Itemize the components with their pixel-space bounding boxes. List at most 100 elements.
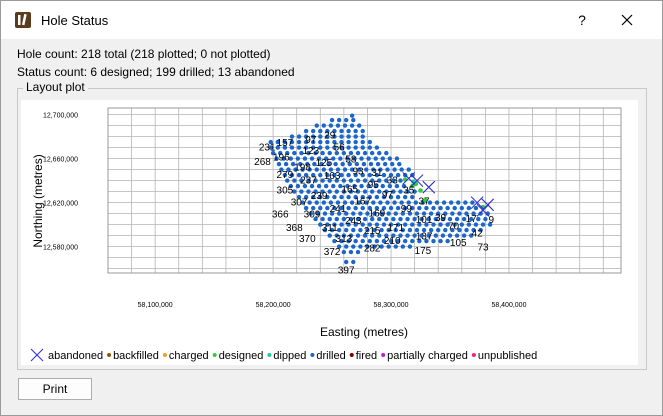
drilled-hole-point: [318, 145, 323, 150]
drilled-hole-point: [459, 205, 464, 211]
help-button[interactable]: ?: [564, 5, 600, 35]
drilled-hole-point: [362, 189, 368, 194]
drilled-hole-point: [351, 244, 356, 249]
hole-label: 311: [322, 223, 338, 234]
legend-label: unpublished: [478, 350, 537, 362]
plot-frame: [107, 107, 622, 274]
drilled-hole-point: [372, 227, 377, 233]
legend-label: designed: [219, 350, 264, 362]
drilled-hole-point: [348, 233, 354, 238]
drilled-hole-point: [401, 183, 407, 189]
drilled-hole-point: [457, 211, 462, 216]
drilled-hole-point: [332, 205, 337, 211]
drilled-hole-point: [410, 205, 415, 211]
drilled-hole-point: [352, 183, 357, 189]
drilled-hole-point: [316, 156, 322, 161]
drilled-hole-point: [319, 161, 324, 167]
drilled-hole-point: [334, 150, 339, 156]
drilled-hole-point: [311, 145, 316, 150]
drilled-hole-point: [391, 216, 396, 222]
drilled-hole-point: [365, 211, 370, 216]
drilled-hole-point: [292, 189, 297, 194]
drilled-hole-point: [365, 244, 370, 249]
drilled-hole-point: [410, 238, 415, 244]
drilled-hole-point: [348, 150, 354, 156]
drilled-hole-point: [441, 200, 447, 205]
help-label: ?: [578, 12, 586, 28]
designed-hole-point: [409, 183, 415, 189]
drilled-hole-point: [393, 211, 398, 216]
drilled-hole-point: [306, 150, 311, 156]
hole-label: 29: [324, 130, 336, 141]
drilled-hole-point: [367, 172, 373, 178]
drilled-hole-point: [478, 227, 483, 233]
close-button[interactable]: [609, 5, 645, 35]
legend-label: partially charged: [387, 350, 468, 362]
drilled-hole-point: [397, 161, 402, 167]
drilled-hole-point: [419, 216, 424, 222]
drilled-hole-point: [320, 178, 325, 183]
drilled-hole-point: [384, 150, 389, 156]
drilled-hole-point: [387, 183, 393, 189]
drilled-hole-point: [448, 200, 454, 205]
drilled-hole-point: [320, 216, 325, 222]
drilled-hole-point: [374, 194, 380, 200]
drilled-hole-point: [377, 178, 382, 183]
drilled-hole-point: [367, 194, 373, 200]
drilled-hole-point: [332, 128, 337, 134]
drilled-hole-point: [327, 178, 332, 183]
drilled-hole-point: [463, 200, 468, 205]
drilled-hole-point: [296, 145, 302, 150]
drilled-hole-point: [393, 227, 398, 233]
drilled-hole-point: [443, 227, 448, 233]
drilled-hole-point: [308, 211, 314, 216]
drilled-hole-point: [406, 200, 411, 205]
hole-label: 101: [416, 215, 433, 226]
drilled-hole-point: [412, 216, 417, 222]
drilled-hole-point: [384, 233, 389, 238]
hole-label: 137: [416, 232, 433, 243]
drilled-hole-point: [302, 183, 308, 189]
legend-item: drilled: [310, 350, 346, 362]
drilled-hole-point: [282, 172, 288, 178]
drilled-hole-point: [275, 139, 281, 145]
drilled-hole-point: [392, 200, 397, 205]
layout-plot[interactable]: 58,100,000 58,200,000 58,300,000 58,400,000…: [1, 1, 662, 371]
drilled-hole-point: [353, 145, 358, 150]
drilled-hole-point: [268, 139, 273, 145]
drilled-hole-point: [303, 128, 309, 134]
drilled-hole-point: [399, 167, 404, 172]
drilled-hole-point: [336, 211, 342, 216]
drilled-hole-point: [445, 205, 450, 211]
drilled-hole-point: [471, 211, 476, 216]
drilled-hole-point: [341, 189, 347, 194]
drilled-hole-point: [379, 244, 384, 249]
drilled-hole-point: [355, 233, 361, 238]
drilled-hole-point: [381, 238, 387, 244]
drilled-hole-point: [450, 227, 455, 233]
drilled-hole-point: [410, 222, 415, 227]
drilled-hole-point: [394, 156, 400, 161]
drilled-hole-point: [469, 233, 474, 238]
drilled-hole-point: [374, 172, 380, 178]
drilled-hole-point: [400, 227, 406, 233]
drilled-hole-point: [344, 227, 349, 233]
drilled-hole-point: [309, 183, 315, 189]
drilled-hole-point: [431, 238, 436, 244]
hole-label: 196: [273, 152, 290, 163]
y-axis-label: Northing (metres): [31, 154, 45, 247]
drilled-hole-point: [295, 183, 301, 189]
drilled-hole-point: [333, 161, 338, 167]
hole-label: 171: [387, 223, 404, 234]
hole-label: 282: [364, 244, 381, 255]
drilled-hole-point: [421, 227, 427, 233]
drilled-hole-point: [402, 222, 408, 227]
print-button[interactable]: Print: [18, 378, 92, 400]
drilled-hole-point: [353, 194, 358, 200]
axis-ticks: 58,100,000 58,200,000 58,300,000 58,400,000…: [43, 113, 527, 309]
drilled-hole-point: [381, 172, 387, 178]
hole-label: 58: [345, 155, 357, 166]
drilled-hole-point: [322, 211, 328, 216]
drilled-hole-point: [413, 200, 418, 205]
